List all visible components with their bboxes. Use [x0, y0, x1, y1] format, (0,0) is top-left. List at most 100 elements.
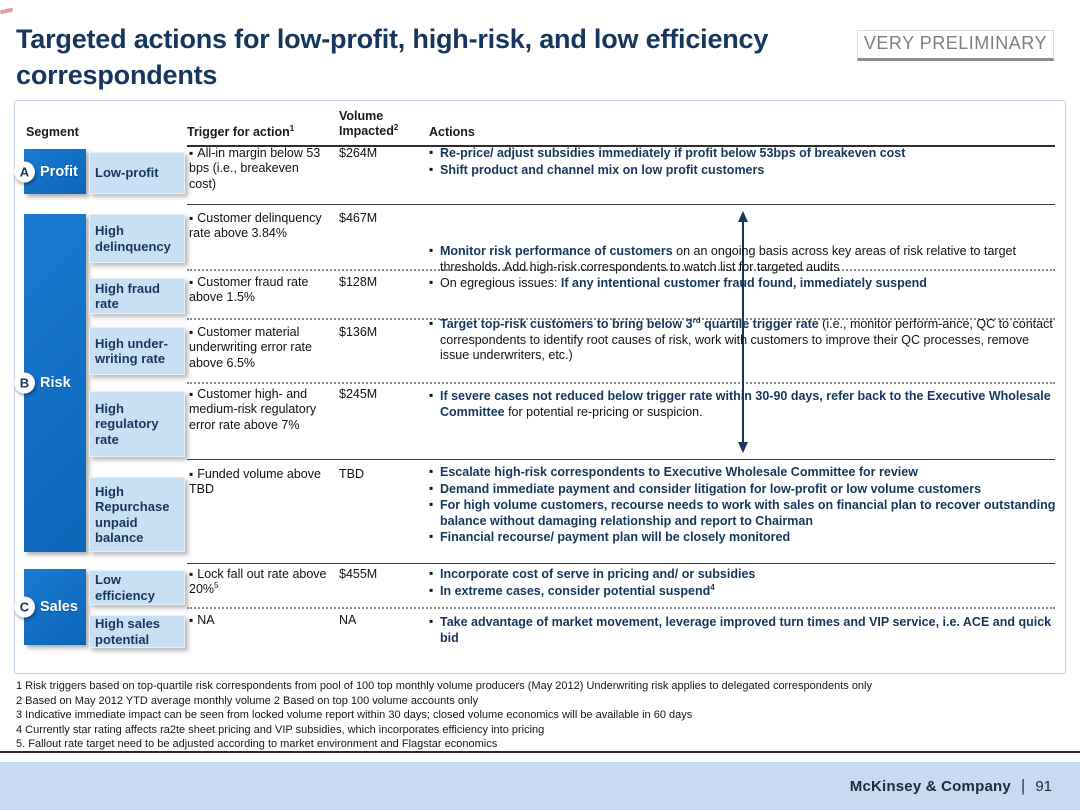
actions-risk-monitor: Monitor risk performance of customers on… [429, 243, 1059, 293]
volume-value: TBD [339, 467, 364, 481]
trigger-cell: Customer high- and medium-risk regulator… [189, 387, 327, 433]
subsegment-high-repurchase: High Repurchase unpaid balance [89, 477, 185, 552]
column-header-trigger-label: Trigger for action [187, 125, 290, 139]
column-header-volume-label: Impacted [339, 124, 394, 138]
volume-value: $136M [339, 325, 378, 339]
action-item: Demand immediate payment and consider li… [429, 481, 1059, 498]
footnote-ref-2: 2 [393, 122, 399, 132]
action-item: Incorporate cost of serve in pricing and… [429, 566, 1059, 583]
footnote-1: 1 Risk triggers based on top-quartile ri… [16, 680, 872, 692]
bullet-icon [189, 211, 197, 225]
bullet-icon [189, 613, 197, 627]
footnote-ref-1: 1 [289, 123, 295, 133]
column-header-trigger: Trigger for action1 [187, 123, 295, 140]
separator-repurchase [187, 459, 1055, 460]
action-item: Shift product and channel mix on low pro… [429, 162, 1059, 179]
separator-profit-risk [187, 204, 1055, 205]
action-item: Escalate high-risk correspondents to Exe… [429, 464, 1059, 481]
subsegment-low-profit: Low-profit [89, 152, 185, 194]
volume-value: $245M [339, 387, 378, 401]
bullet-icon [189, 567, 197, 581]
action-item: For high volume customers, recourse need… [429, 497, 1059, 529]
footnote-4: 4 Currently star rating affects ra2te sh… [16, 723, 545, 736]
action-text: Shift product and channel mix on low pro… [440, 162, 765, 177]
bullet-icon [189, 467, 197, 481]
actions-risk-severe: If severe cases not reduced below trigge… [429, 388, 1059, 421]
actions-risk-target: Target top-risk customers to bring below… [429, 315, 1059, 365]
segment-name: Risk [40, 375, 71, 391]
page-number: 91 [1035, 777, 1052, 795]
action-text: If any intentional customer fraud found,… [560, 276, 927, 290]
action-text: for potential re-pricing or suspicion. [504, 404, 703, 419]
action-item: Target top-risk customers to bring below… [429, 315, 1059, 364]
action-text: Target top-risk customers to bring below… [440, 317, 693, 331]
segment-box-profit: A Profit [14, 149, 86, 194]
actions-risk-escalate: Escalate high-risk correspondents to Exe… [429, 464, 1059, 547]
footnote-ref-4: 4 [710, 582, 715, 592]
action-text: on an ongoing basis across key areas of … [440, 244, 1016, 274]
action-text: Demand immediate payment and consider li… [440, 481, 982, 496]
trigger-text: Funded volume above TBD [189, 467, 321, 497]
subsegment-high-delinquency: High delinquency [89, 214, 185, 263]
action-text: In extreme cases, consider potential sus… [440, 583, 711, 598]
action-text: quartile trigger rate [700, 317, 819, 331]
separator-dotted-4 [187, 607, 1055, 609]
volume-value: $455M [339, 567, 378, 581]
actions-sales-potential: Take advantage of market movement, lever… [429, 614, 1059, 647]
trigger-text: Lock fall out rate above 20% [189, 567, 327, 597]
action-item: In extreme cases, consider potential sus… [429, 582, 1059, 600]
trigger-text: All-in margin below 53 bps (i.e., breake… [189, 146, 321, 191]
action-text: If severe cases not reduced below trigge… [440, 389, 1051, 419]
action-text: Escalate high-risk correspondents to Exe… [440, 465, 918, 479]
subsegment-low-efficiency: Low efficiency [89, 570, 185, 605]
preliminary-stamp: VERY PRELIMINARY [856, 30, 1054, 61]
actions-profit: Re-price/ adjust subsidies immediately i… [429, 145, 1059, 179]
bottom-rule [0, 751, 1080, 753]
ordinal-sup: rd [692, 315, 701, 325]
segment-name: Profit [40, 163, 78, 180]
footnote-2: 2 Based on May 2012 YTD average monthly … [16, 694, 479, 707]
bullet-icon [189, 275, 197, 289]
trigger-cell: Funded volume above TBD [189, 467, 327, 498]
separator-dotted-3 [187, 382, 1055, 384]
mckinsey-brand-text: McKinsey & Company [849, 777, 1011, 795]
volume-value: $128M [339, 275, 378, 289]
column-header-volume-line1: Volume [339, 109, 384, 123]
column-header-segment: Segment [26, 125, 79, 139]
footnote-5: 5. Fallout rate target need to be adjust… [16, 738, 498, 751]
action-text: For high volume customers, recourse need… [440, 498, 1056, 528]
actions-table: Segment Trigger for action1 Volume Impac… [14, 100, 1066, 674]
trigger-cell: All-in margin below 53 bps (i.e., breake… [189, 146, 327, 192]
subsegment-high-underwriting: High under-writing rate [89, 327, 185, 375]
volume-value: NA [339, 613, 357, 627]
trigger-text: Customer delinquency rate above 3.84% [189, 211, 322, 241]
trigger-cell: Customer material underwriting error rat… [189, 325, 327, 371]
action-text: Take advantage of market movement, lever… [440, 615, 1052, 645]
footer-divider: | [1020, 776, 1026, 795]
trigger-cell: NA [189, 613, 327, 628]
footnote-ref-5: 5 [214, 581, 219, 591]
action-text: On egregious issues: [440, 276, 561, 290]
page-title: Targeted actions for low-profit, high-ri… [16, 24, 769, 90]
footnote-3: 3 Indicative immediate impact can be see… [16, 709, 693, 722]
trigger-cell: Lock fall out rate above 20%5 [189, 567, 327, 598]
segment-letter-badge: A [14, 161, 35, 182]
action-item: On egregious issues: If any intentional … [429, 275, 1059, 292]
segment-letter-badge: C [14, 596, 35, 618]
segment-box-risk: B Risk [14, 214, 86, 552]
action-text: Monitor risk performance of customers [440, 244, 673, 258]
column-header-volume-line2: Impacted2 [339, 122, 399, 139]
trigger-cell: Customer delinquency rate above 3.84% [189, 211, 327, 242]
volume-value: $264M [339, 146, 378, 160]
volume-value: $467M [339, 211, 378, 225]
trigger-cell: Customer fraud rate above 1.5% [189, 275, 327, 306]
column-header-volume: Volume Impacted2 [339, 109, 398, 139]
action-item: If severe cases not reduced below trigge… [429, 388, 1059, 420]
action-item: Take advantage of market movement, lever… [429, 614, 1059, 646]
action-text: Financial recourse/ payment plan will be… [440, 530, 791, 544]
subsegment-high-sales-potential: High sales potential [89, 615, 185, 648]
action-text: (i.e., monitor perform-ance, QC to conta… [440, 317, 1053, 362]
segment-letter-badge: B [14, 372, 35, 394]
trigger-text: NA [197, 613, 215, 627]
